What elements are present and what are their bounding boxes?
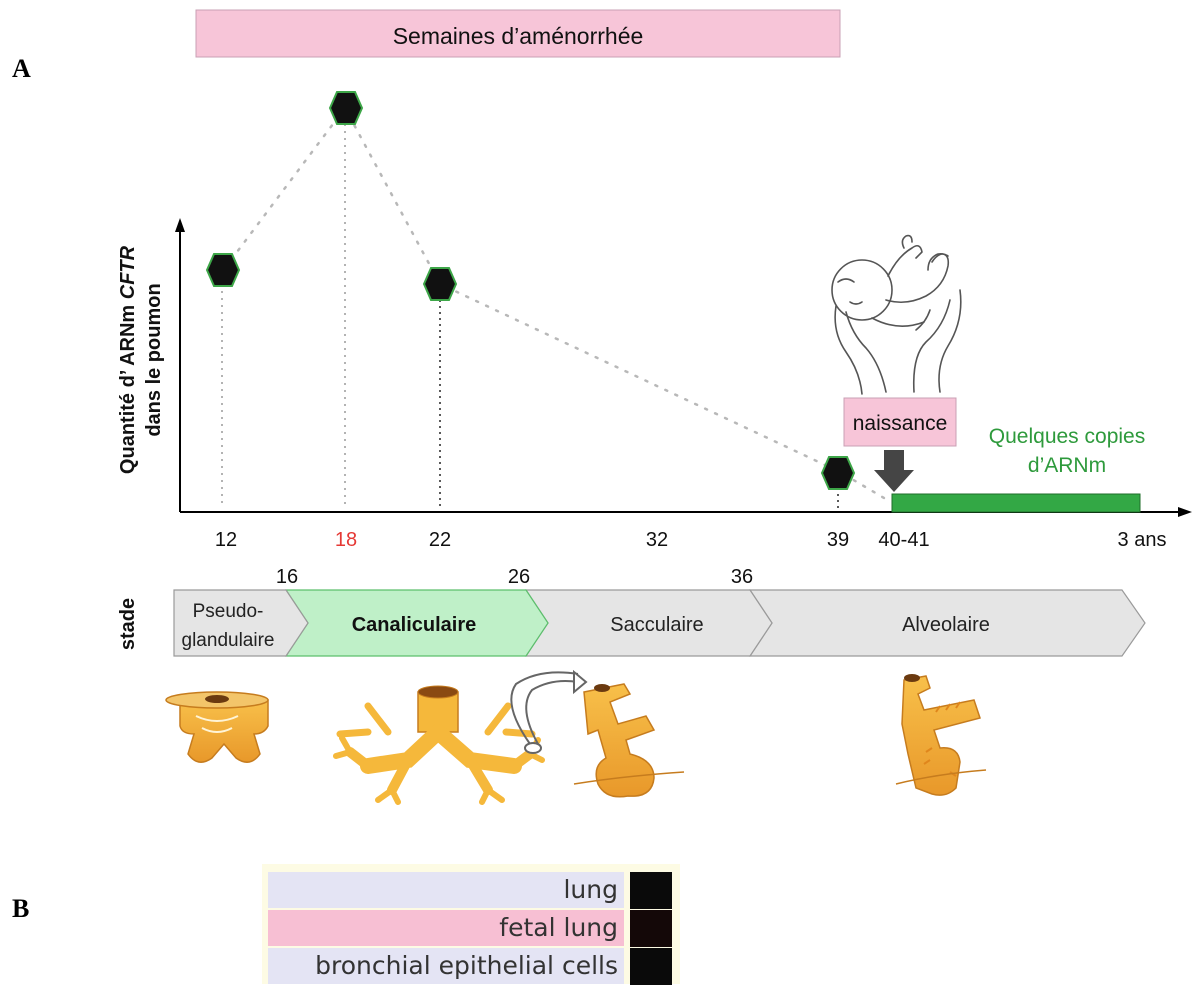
header-text: Semaines d’aménorrhée (393, 23, 644, 49)
y-axis-title: Quantité d’ ARNm CFTR (117, 245, 139, 474)
panel-b-heat-bronchial-epithelial-cells (630, 948, 672, 985)
week-label-18: 18 (335, 529, 357, 551)
panel-b-heat-fetal-lung (630, 910, 672, 947)
birth-arrow (874, 450, 914, 492)
stage-boundary-36: 36 (731, 566, 753, 588)
panel-b-row-label: fetal lung (499, 913, 618, 942)
data-point-week-12 (205, 253, 241, 287)
data-point-week-22 (422, 267, 458, 301)
after-birth-label-2: d’ARNm (1028, 454, 1106, 477)
y-axis-arrow (175, 218, 185, 232)
x-axis-arrow (1178, 507, 1192, 517)
after-birth-label-1: Quelques copies (989, 425, 1145, 448)
stage-axis-label: stade (117, 598, 139, 650)
birth-label: naissance (853, 412, 948, 435)
week-label-12: 12 (215, 529, 237, 551)
header-bar (195, 9, 841, 58)
stage-alveolaire-label: Alveolaire (902, 614, 990, 636)
week-label-22: 22 (429, 529, 451, 551)
lung-illustration-saccular (573, 683, 685, 798)
data-point-week-39 (820, 456, 856, 490)
y-axis-title-line2: dans le poumon (143, 283, 165, 436)
y-axis-title-gene: CFTR (117, 245, 139, 299)
week-label-39: 39 (827, 529, 849, 551)
stage-pseudoglandulaire-line1: Pseudo- (193, 601, 264, 622)
week-label-32: 32 (646, 529, 668, 551)
stage-chevron-pseudoglandulaire (173, 589, 309, 657)
birth-box (843, 397, 957, 447)
panel-b-row-fetal-lung: fetal lung (268, 910, 624, 946)
lung-illustration-pseudoglandular (165, 691, 269, 763)
y-axis-title-part1: Quantité d’ ARNm (117, 299, 139, 474)
panel-b-heat-lung (630, 872, 672, 909)
panel-b-row-label: lung (563, 875, 618, 904)
data-point-week-18 (328, 91, 364, 125)
panel-b-row-lung: lung (268, 872, 624, 908)
baby-hands-illustration (831, 234, 962, 395)
expression-curve (223, 105, 886, 500)
stage-boundary-16: 16 (276, 566, 298, 588)
panel-b-label: B (12, 894, 29, 923)
week-label-3-ans: 3 ans (1118, 529, 1167, 551)
lung-illustration-canalicular (333, 685, 545, 805)
panel-b-row-label: bronchial epithelial cells (315, 951, 618, 980)
stage-boundary-26: 26 (508, 566, 530, 588)
zoom-arrow-illustration (510, 669, 588, 754)
stage-canaliculaire-label: Canaliculaire (352, 614, 477, 636)
stage-sacculaire-label: Sacculaire (610, 614, 703, 636)
week-label-40-41: 40-41 (878, 529, 929, 551)
post-birth-green-bar (891, 493, 1141, 513)
stage-pseudoglandulaire-line2: glandulaire (182, 630, 275, 651)
lung-illustration-alveolar (895, 674, 987, 796)
panel-b-row-bronchial-epithelial-cells: bronchial epithelial cells (268, 948, 624, 984)
panel-a-label: A (12, 54, 31, 83)
